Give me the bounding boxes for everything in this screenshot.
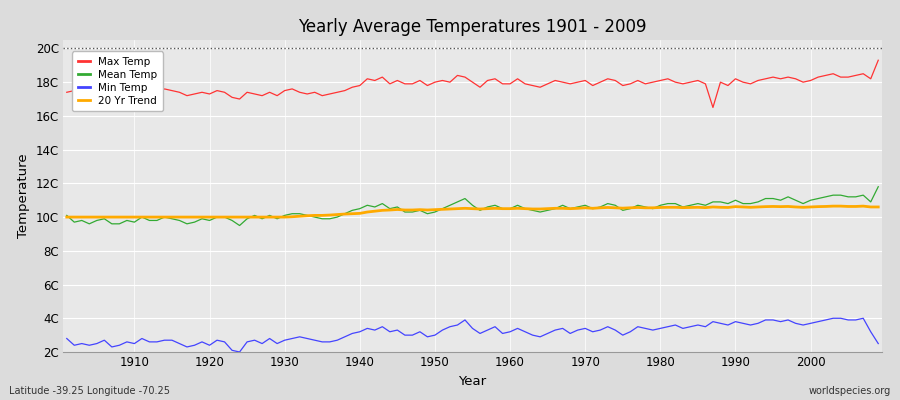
Text: worldspecies.org: worldspecies.org [809,386,891,396]
Y-axis label: Temperature: Temperature [17,154,30,238]
Legend: Max Temp, Mean Temp, Min Temp, 20 Yr Trend: Max Temp, Mean Temp, Min Temp, 20 Yr Tre… [72,52,163,111]
Title: Yearly Average Temperatures 1901 - 2009: Yearly Average Temperatures 1901 - 2009 [298,18,647,36]
X-axis label: Year: Year [458,375,487,388]
Text: Latitude -39.25 Longitude -70.25: Latitude -39.25 Longitude -70.25 [9,386,170,396]
